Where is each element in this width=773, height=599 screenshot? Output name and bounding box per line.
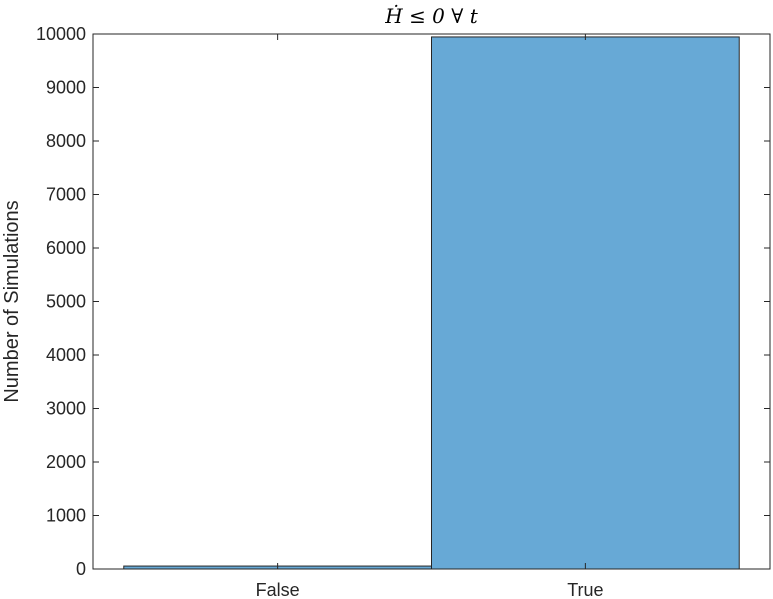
- y-tick-label: 9000: [46, 78, 86, 98]
- chart-title: Ḣ ≤ 0 ∀ t: [384, 4, 478, 28]
- y-tick-label: 2000: [46, 452, 86, 472]
- y-tick-label: 4000: [46, 345, 86, 365]
- y-tick-label: 3000: [46, 399, 86, 419]
- x-tick-label-false: False: [256, 580, 300, 599]
- y-tick-label: 6000: [46, 238, 86, 258]
- y-tick-label: 10000: [36, 24, 86, 44]
- y-axis-label: Number of Simulations: [1, 200, 23, 402]
- bar-true: [431, 36, 740, 570]
- x-tick-label-true: True: [567, 580, 603, 599]
- y-tick-label: 8000: [46, 131, 86, 151]
- x-axis-ticks: False True: [256, 34, 604, 599]
- y-axis-ticks: 0 1000 2000 3000 4000 5000 6000 7000 8000 9000 100…: [36, 24, 770, 579]
- y-tick-label: 5000: [46, 292, 86, 312]
- y-tick-label: 0: [76, 559, 86, 579]
- y-tick-label: 1000: [46, 506, 86, 526]
- y-tick-label: 7000: [46, 185, 86, 205]
- plot-area-frame: [92, 33, 771, 570]
- bars-group: [123, 36, 740, 570]
